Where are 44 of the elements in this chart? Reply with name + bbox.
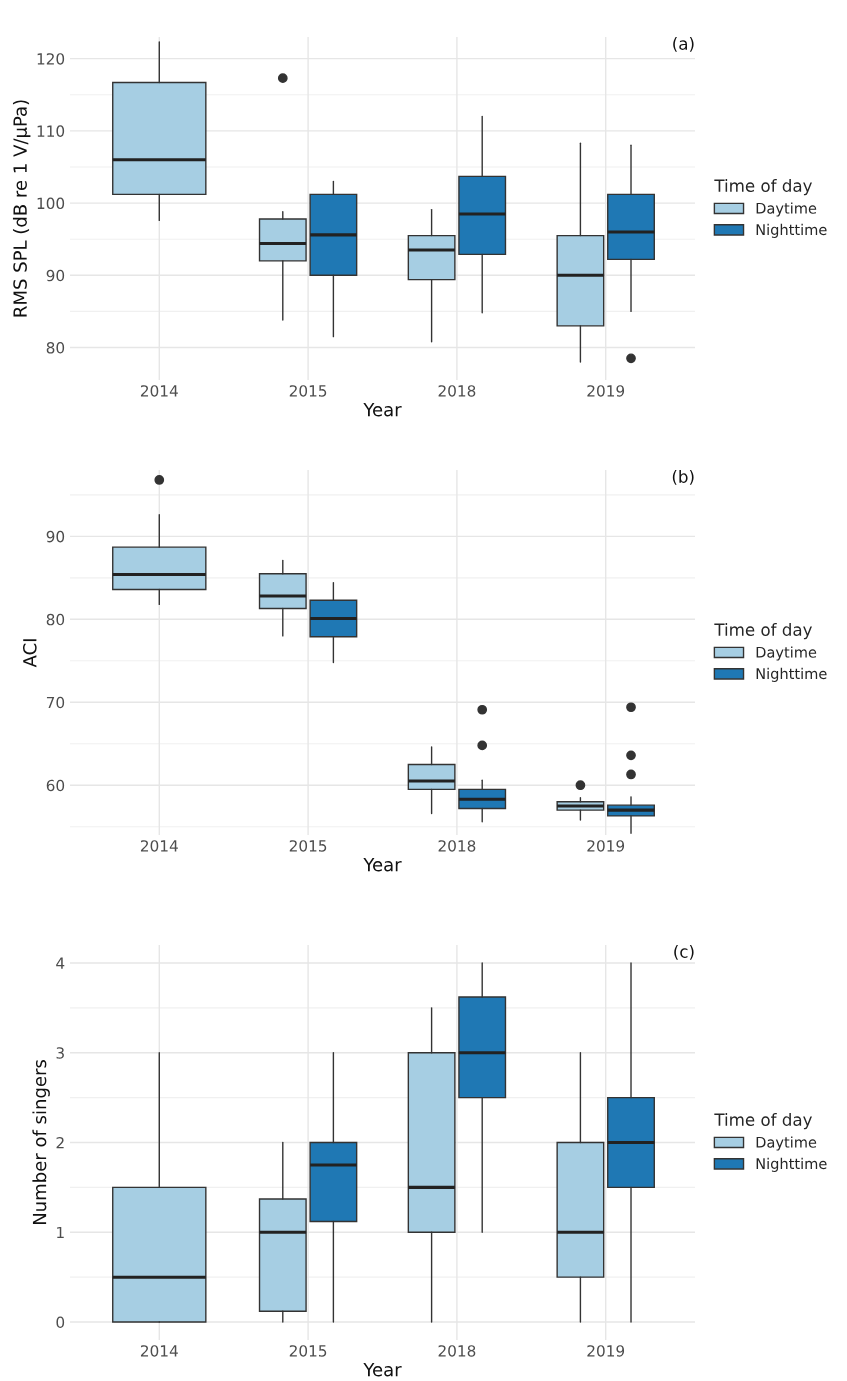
y-tick-label: 80 — [46, 613, 65, 626]
x-tick-label: 2014 — [140, 1345, 178, 1357]
y-tick-label: 60 — [46, 779, 65, 792]
x-axis-title: Year — [363, 857, 402, 872]
x-tick-label: 2018 — [438, 840, 476, 852]
y-tick-label: 70 — [46, 696, 65, 709]
x-tick-label: 2015 — [289, 1345, 327, 1357]
legend-label: Nighttime — [756, 667, 827, 682]
y-tick-label: 80 — [46, 341, 65, 354]
legend-label: Nighttime — [756, 223, 827, 238]
x-tick-label: 2018 — [438, 1345, 476, 1357]
y-tick-label: 90 — [46, 530, 65, 543]
legend-label: Daytime — [756, 202, 817, 217]
x-tick-label: 2019 — [587, 1345, 625, 1357]
y-tick-label: 90 — [46, 269, 65, 282]
x-tick-label: 2014 — [140, 840, 178, 852]
x-tick-label: 2015 — [289, 385, 327, 397]
y-axis-title: ACI — [22, 639, 37, 668]
annotation: (c) — [674, 945, 694, 960]
y-axis-title: Number of singers — [32, 1060, 50, 1225]
x-tick-label: 2019 — [587, 385, 625, 397]
legend-label: Nighttime — [756, 1157, 827, 1172]
legend-title: Time of day — [714, 179, 812, 196]
y-tick-label: 4 — [56, 957, 65, 969]
legend-label: Daytime — [756, 646, 817, 661]
y-tick-label: 110 — [37, 125, 65, 137]
x-tick-label: 2015 — [289, 840, 327, 852]
x-axis-title: Year — [363, 402, 402, 417]
x-axis-title: Year — [363, 1362, 402, 1377]
legend-title: Time of day — [714, 623, 812, 640]
annotation: (a) — [673, 37, 694, 52]
y-tick-label: 100 — [37, 197, 65, 210]
y-tick-label: 1 — [57, 1226, 64, 1239]
x-tick-label: 2018 — [438, 385, 476, 397]
annotation: (b) — [672, 470, 694, 485]
legend-label: Daytime — [756, 1136, 817, 1151]
y-axis-title: RMS SPL (dB re 1 V/μPa) — [12, 100, 31, 317]
y-tick-label: 2 — [56, 1136, 64, 1149]
y-tick-label: 0 — [56, 1316, 65, 1329]
x-tick-label: 2019 — [587, 840, 625, 852]
y-tick-label: 3 — [56, 1047, 64, 1059]
legend-title: Time of day — [714, 1113, 812, 1130]
x-tick-label: 2014 — [140, 385, 178, 397]
y-tick-label: 120 — [37, 53, 65, 65]
